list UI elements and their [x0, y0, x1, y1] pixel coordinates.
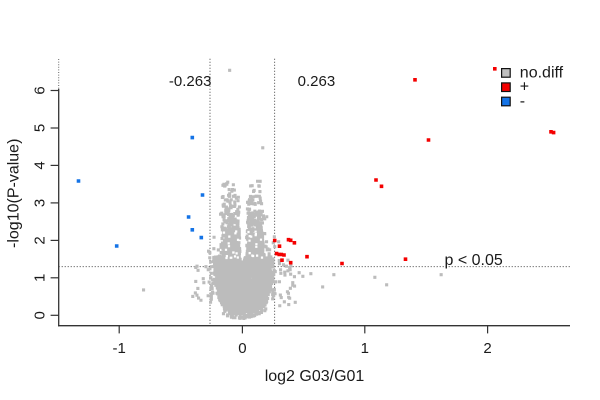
svg-text:-1: -1: [113, 340, 126, 357]
svg-text:4: 4: [31, 161, 48, 169]
svg-text:6: 6: [31, 86, 48, 94]
svg-text:no.diff: no.diff: [520, 64, 564, 81]
svg-text:0: 0: [238, 340, 246, 357]
svg-text:log2 G03/G01: log2 G03/G01: [265, 368, 365, 385]
svg-text:3: 3: [31, 199, 48, 207]
svg-text:-: -: [520, 93, 525, 110]
svg-text:-0.263: -0.263: [169, 73, 212, 90]
svg-text:p < 0.05: p < 0.05: [445, 252, 503, 269]
svg-text:0.263: 0.263: [298, 73, 336, 90]
svg-text:0: 0: [31, 311, 48, 319]
svg-text:5: 5: [31, 124, 48, 132]
svg-text:2: 2: [31, 236, 48, 244]
svg-text:-log10(P-value): -log10(P-value): [6, 139, 23, 248]
svg-text:1: 1: [361, 340, 369, 357]
svg-text:2: 2: [483, 340, 491, 357]
svg-text:1: 1: [31, 274, 48, 282]
svg-text:+: +: [520, 79, 529, 96]
